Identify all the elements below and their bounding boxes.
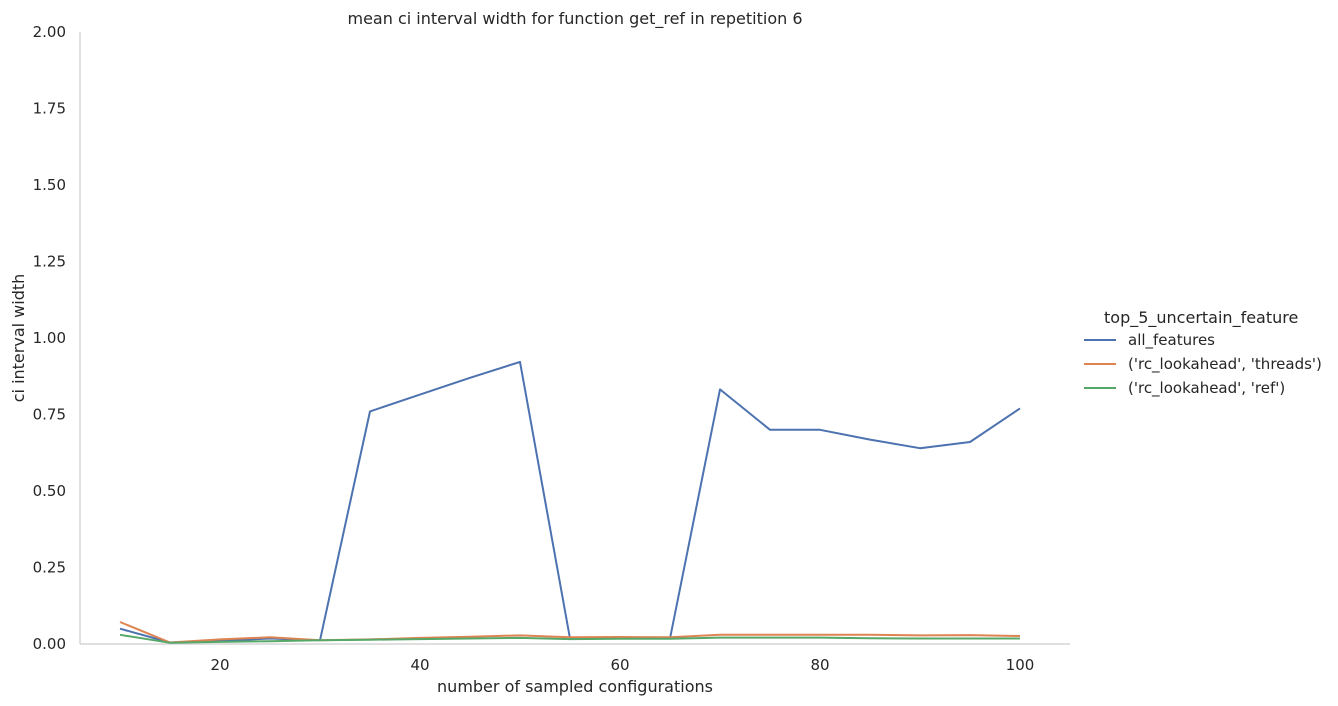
plot-area: 0.00 0.25 0.50 0.75 1.00 1.25 1.50 1.75 2.00 20 4…: [33, 23, 1070, 674]
x-tick-label: 100: [1006, 656, 1035, 674]
legend: top_5_uncertain_feature all_features ('rc…: [1084, 308, 1322, 398]
y-axis-label: ci interval width: [9, 274, 28, 403]
x-axis-label: number of sampled configurations: [437, 677, 713, 696]
x-tick-labels: 20 40 60 80 100: [210, 656, 1034, 674]
series-line: [119, 621, 1021, 644]
y-tick-label: 1.50: [33, 176, 66, 194]
legend-items: all_features ('rc_lookahead', 'threads') (…: [1084, 331, 1322, 398]
x-tick-label: 20: [210, 656, 229, 674]
y-tick-label: 1.75: [33, 100, 66, 118]
y-tick-labels: 0.00 0.25 0.50 0.75 1.00 1.25 1.50 1.75 2.00: [33, 23, 66, 653]
legend-item: ('rc_lookahead', 'ref'): [1084, 379, 1285, 398]
series-line: [119, 360, 1021, 644]
legend-label: ('rc_lookahead', 'threads'): [1128, 355, 1322, 374]
y-tick-label: 1.00: [33, 329, 66, 347]
y-tick-label: 0.50: [33, 482, 66, 500]
series-line: [119, 633, 1020, 644]
legend-title: top_5_uncertain_feature: [1104, 308, 1298, 328]
legend-item: all_features: [1084, 331, 1215, 350]
chart-title: mean ci interval width for function get_…: [347, 9, 802, 29]
legend-label: ('rc_lookahead', 'ref'): [1128, 379, 1285, 398]
legend-label: all_features: [1128, 331, 1215, 350]
y-tick-label: 0.00: [33, 635, 66, 653]
x-tick-label: 60: [610, 656, 629, 674]
y-tick-label: 1.25: [33, 253, 66, 271]
y-tick-label: 2.00: [33, 23, 66, 41]
series-lines: [119, 360, 1021, 644]
x-tick-label: 40: [410, 656, 429, 674]
y-tick-label: 0.25: [33, 559, 66, 577]
x-tick-label: 80: [810, 656, 829, 674]
y-tick-label: 0.75: [33, 406, 66, 424]
legend-item: ('rc_lookahead', 'threads'): [1084, 355, 1322, 374]
